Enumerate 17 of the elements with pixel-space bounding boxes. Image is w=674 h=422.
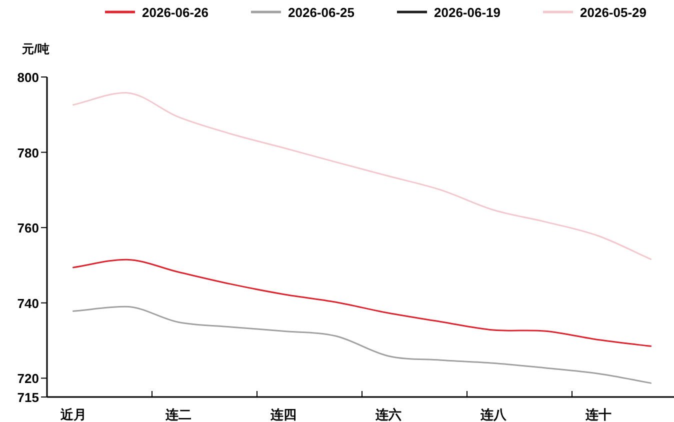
y-tick-label: 740 — [17, 296, 39, 311]
legend-label: 2026-05-29 — [580, 5, 646, 20]
y-tick-label: 760 — [17, 220, 39, 236]
x-tick-label: 连四 — [269, 407, 296, 422]
x-tick-label: 连八 — [479, 407, 508, 422]
y-axis-title: 元/吨 — [21, 42, 50, 56]
y-tick-label: 715 — [17, 390, 39, 405]
legend-label: 2026-06-25 — [288, 5, 354, 20]
x-tick-label: 连十 — [584, 407, 612, 422]
y-tick-label: 780 — [17, 145, 39, 160]
x-tick-label: 连六 — [374, 407, 402, 422]
y-tick-label: 800 — [17, 70, 39, 85]
legend-label: 2026-06-19 — [434, 5, 500, 20]
x-tick-label: 连二 — [164, 407, 192, 422]
y-tick-label: 720 — [17, 371, 39, 386]
legend-label: 2026-06-26 — [142, 5, 208, 20]
x-tick-label: 近月 — [59, 407, 86, 422]
